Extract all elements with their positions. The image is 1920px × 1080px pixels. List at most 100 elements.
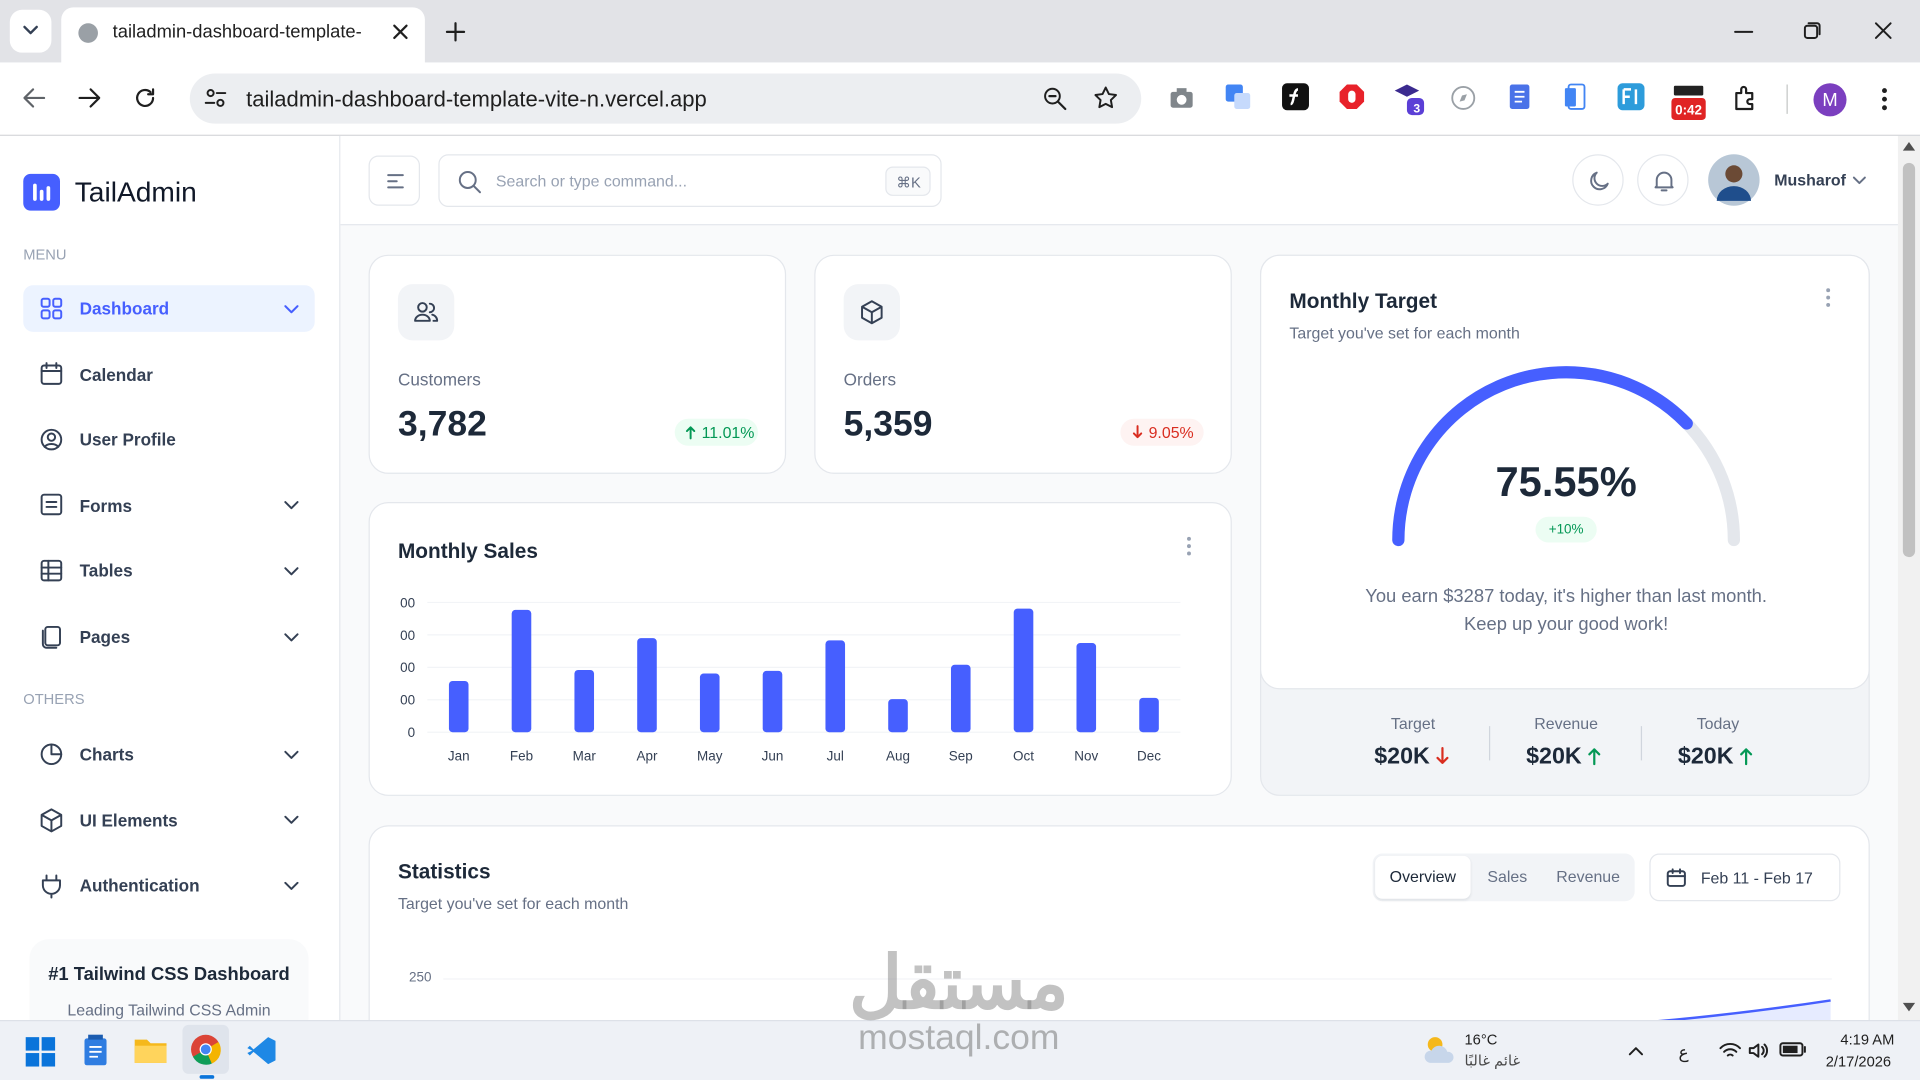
menu-item[interactable]: Calendar [79,364,153,384]
menu-icon-part [52,308,63,319]
chrome-app[interactable] [191,1034,221,1065]
profile-avatar[interactable]: M [1813,83,1847,117]
menu-item[interactable]: Tables [79,561,133,581]
gauge-progress [1392,366,1693,547]
phone-extension[interactable] [1564,83,1588,110]
fi-extension[interactable] [1617,83,1645,111]
timer-badge: 0:42 [1675,103,1703,119]
menu-item[interactable]: UI Elements [79,810,178,830]
menu-chevron [284,881,299,890]
menu-item[interactable]: Charts [79,744,134,765]
volume-icon[interactable] [1748,1042,1769,1059]
camera-extension[interactable] [1169,86,1193,110]
tray-chevron[interactable] [1628,1047,1644,1056]
menu-icon [41,874,61,899]
up-arrow [1740,748,1753,766]
docs-extension[interactable] [1507,83,1531,110]
adblock-extension[interactable] [1338,83,1365,110]
more-icon-part [1826,302,1831,307]
back-icon-part [23,88,46,108]
bar [699,673,720,733]
target-message: You earn $3287 today, it's higher than l… [1365,585,1767,607]
down-arrow [1436,747,1449,764]
close-window-icon[interactable] [1874,22,1892,39]
reload-icon[interactable] [135,87,157,109]
menu-chevron [284,750,299,759]
browser-menu-icon[interactable] [1881,87,1888,111]
scroll-down[interactable] [1902,1002,1916,1013]
extensions-icon[interactable] [1733,84,1760,111]
menu-chevron [284,567,299,576]
menu-icon [41,625,61,649]
search-box[interactable]: Search or type command... ⌘K [438,154,942,207]
user-avatar-part [1716,186,1752,201]
clock-time[interactable]: 4:19 AM [1840,1031,1895,1049]
minimize-icon[interactable] [1734,30,1754,33]
adblock-extension-part [1348,90,1356,103]
back-icon[interactable] [23,88,46,108]
new-tab-icon-part [445,22,466,42]
formula-extension[interactable] [1282,83,1309,111]
compass-extension[interactable] [1451,86,1476,110]
notepad-app[interactable] [83,1034,107,1067]
zoom-icon[interactable] [1043,87,1067,111]
menu-item[interactable]: Dashboard [79,298,170,319]
menu-icon-part [40,297,51,308]
menu-chevron-part [284,304,299,313]
more-icon[interactable] [1824,288,1831,308]
menu-item[interactable]: Authentication [79,875,200,896]
user-avatar[interactable] [1708,154,1760,206]
tab[interactable]: Sales [1487,867,1528,886]
gauge-badge: +10% [1535,516,1597,543]
theme-toggle[interactable] [1572,154,1624,206]
battery-icon-part [1782,1045,1798,1054]
notifications[interactable] [1637,154,1689,206]
tab[interactable]: Revenue [1556,867,1621,886]
moon-icon-part [1590,171,1609,191]
weather-icon-part [1424,1045,1454,1063]
tab[interactable]: Overview [1389,867,1457,886]
site-info-icon[interactable] [203,86,227,110]
metric-value: 5,359 [843,404,933,444]
user-name[interactable]: Musharof [1774,170,1846,190]
active-tab[interactable]: tailadmin-dashboard-template- [61,7,425,63]
bookmark-icon[interactable] [1093,86,1117,110]
menu-item[interactable]: Pages [79,626,131,647]
timer-extension[interactable] [1671,83,1706,121]
translate-extension[interactable] [1224,83,1251,110]
menu-item[interactable]: Forms [79,495,132,516]
wifi-icon[interactable] [1719,1042,1741,1059]
menu-item[interactable]: User Profile [79,430,176,450]
clock-date[interactable]: 2/17/2026 [1825,1053,1892,1071]
vscode-app[interactable] [247,1036,276,1065]
scroll-thumb[interactable] [1902,162,1916,558]
explorer-app[interactable] [134,1036,167,1063]
calendar-icon-part [1666,870,1686,887]
wifi-icon-part [1719,1042,1741,1057]
restore-icon[interactable] [1803,22,1821,39]
omnibox[interactable]: tailadmin-dashboard-template-vite-n.verc… [189,73,1142,124]
menu-chevron [284,304,299,313]
up-arrow [685,426,696,440]
cap-extension[interactable] [1393,81,1430,118]
shortcut-text: ⌘K [896,173,921,192]
zoom-icon-part [1048,95,1067,111]
bar [1139,697,1159,733]
battery-icon[interactable] [1779,1042,1806,1057]
bar [825,640,846,733]
moon-icon [1590,171,1609,191]
tab-search-button[interactable] [9,9,52,53]
date-picker[interactable]: Feb 11 - Feb 17 [1649,853,1841,902]
sidebar-toggle[interactable] [368,155,421,206]
language[interactable]: ع [1678,1042,1689,1062]
menu-chevron-part [284,881,299,890]
more-icon[interactable] [1185,536,1192,556]
scroll-up[interactable] [1902,142,1916,152]
scrollbar[interactable] [1897,135,1920,1021]
grid-line [443,978,1832,980]
forward-icon[interactable] [78,88,101,108]
new-tab-icon[interactable] [445,22,466,42]
active-menu-item[interactable] [23,285,315,332]
close-tab-icon[interactable] [393,24,408,40]
start-button[interactable] [25,1037,56,1067]
